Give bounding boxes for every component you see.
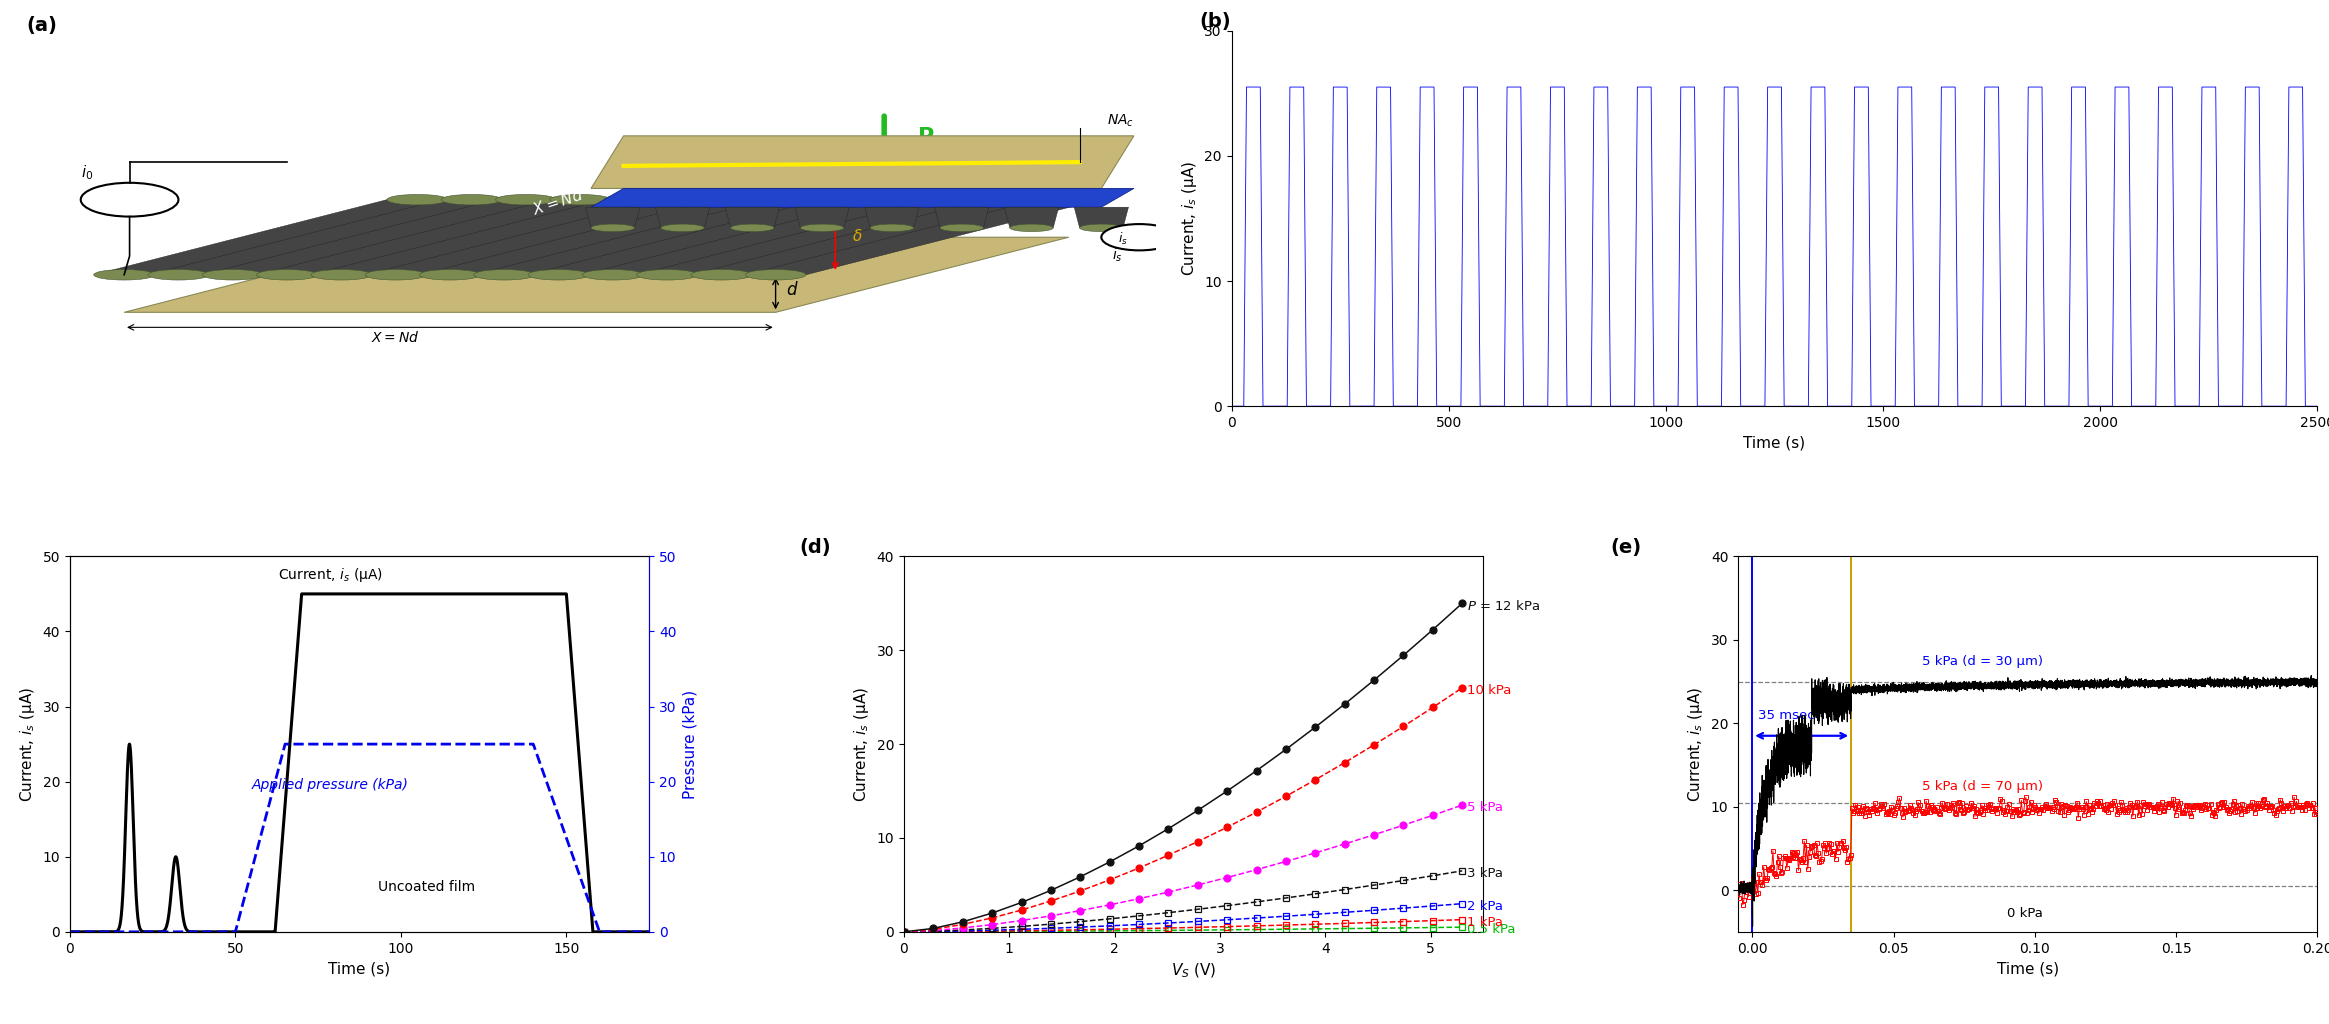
Ellipse shape	[603, 195, 664, 205]
Ellipse shape	[1039, 195, 1099, 205]
Polygon shape	[256, 200, 610, 274]
Y-axis label: Current, $\mathit{i_s}$ (μA): Current, $\mathit{i_s}$ (μA)	[852, 686, 871, 802]
Ellipse shape	[582, 269, 643, 280]
Ellipse shape	[745, 269, 806, 280]
Circle shape	[82, 183, 179, 217]
Text: Applied pressure (kPa): Applied pressure (kPa)	[252, 778, 410, 793]
Text: 10 kPa: 10 kPa	[1467, 684, 1512, 697]
Ellipse shape	[636, 269, 696, 280]
Text: $P$ = 12 kPa: $P$ = 12 kPa	[1467, 599, 1539, 613]
Ellipse shape	[592, 224, 633, 231]
Ellipse shape	[985, 195, 1046, 205]
Polygon shape	[692, 200, 1046, 274]
Text: $i_s$: $i_s$	[1113, 247, 1123, 264]
Polygon shape	[934, 207, 990, 228]
X-axis label: $\mathit{V_S}$ (V): $\mathit{V_S}$ (V)	[1171, 962, 1216, 980]
Text: $X = Nd$: $X = Nd$	[531, 186, 587, 218]
Ellipse shape	[1081, 224, 1123, 231]
Text: (d): (d)	[799, 538, 831, 557]
Polygon shape	[123, 200, 1069, 274]
Y-axis label: Current, $\mathit{i_s}$ (μA): Current, $\mathit{i_s}$ (μA)	[19, 686, 37, 802]
Polygon shape	[1074, 207, 1130, 228]
Ellipse shape	[801, 224, 843, 231]
Polygon shape	[123, 238, 1069, 312]
Ellipse shape	[713, 195, 773, 205]
Polygon shape	[585, 207, 640, 228]
Polygon shape	[745, 200, 1099, 274]
Text: 5 kPa (d = 70 μm): 5 kPa (d = 70 μm)	[1921, 780, 2043, 793]
Ellipse shape	[473, 269, 536, 280]
Text: (e): (e)	[1612, 538, 1642, 557]
Ellipse shape	[822, 195, 883, 205]
Ellipse shape	[387, 195, 447, 205]
Ellipse shape	[93, 269, 154, 280]
Polygon shape	[93, 200, 447, 274]
Polygon shape	[794, 207, 850, 228]
Polygon shape	[149, 200, 503, 274]
X-axis label: Time (s): Time (s)	[328, 962, 391, 976]
Ellipse shape	[1011, 224, 1053, 231]
Ellipse shape	[941, 224, 983, 231]
Y-axis label: Current, $\mathit{i_s}$ (μA): Current, $\mathit{i_s}$ (μA)	[1686, 686, 1705, 802]
Polygon shape	[473, 200, 827, 274]
Text: 0.5 kPa: 0.5 kPa	[1467, 924, 1516, 937]
Polygon shape	[310, 200, 664, 274]
Polygon shape	[636, 200, 990, 274]
Text: 5 kPa: 5 kPa	[1467, 802, 1505, 814]
Text: $i_0$: $i_0$	[82, 163, 93, 182]
Text: (a): (a)	[26, 15, 58, 35]
Text: Uncoated film: Uncoated film	[377, 880, 475, 894]
Polygon shape	[366, 200, 720, 274]
Ellipse shape	[529, 269, 589, 280]
Polygon shape	[1004, 207, 1060, 228]
Ellipse shape	[310, 269, 373, 280]
X-axis label: Time (s): Time (s)	[1996, 962, 2059, 976]
Polygon shape	[529, 200, 883, 274]
Ellipse shape	[203, 269, 263, 280]
Circle shape	[1102, 224, 1178, 251]
Ellipse shape	[256, 269, 317, 280]
Ellipse shape	[419, 269, 480, 280]
Text: $X = Nd$: $X = Nd$	[370, 331, 419, 345]
Text: $NA_c$: $NA_c$	[1106, 113, 1134, 129]
Text: $d$: $d$	[787, 282, 799, 299]
Polygon shape	[724, 207, 780, 228]
Text: 35 msec: 35 msec	[1758, 709, 1814, 722]
Ellipse shape	[496, 195, 557, 205]
Text: Current, $\mathit{i_s}$ (μA): Current, $\mathit{i_s}$ (μA)	[279, 566, 384, 584]
Ellipse shape	[659, 195, 720, 205]
Ellipse shape	[149, 269, 210, 280]
Ellipse shape	[692, 269, 752, 280]
Text: $i_s$: $i_s$	[1118, 230, 1127, 247]
Text: $\mathbf{P}$: $\mathbf{P}$	[918, 127, 934, 147]
Polygon shape	[864, 207, 920, 228]
Ellipse shape	[871, 224, 913, 231]
Ellipse shape	[876, 195, 936, 205]
Ellipse shape	[550, 195, 610, 205]
Polygon shape	[592, 188, 1134, 207]
Polygon shape	[592, 136, 1134, 188]
Ellipse shape	[440, 195, 503, 205]
Text: 3 kPa: 3 kPa	[1467, 867, 1505, 881]
Ellipse shape	[731, 224, 773, 231]
Polygon shape	[419, 200, 773, 274]
Text: 5 kPa (d = 30 μm): 5 kPa (d = 30 μm)	[1921, 654, 2043, 668]
X-axis label: Time (s): Time (s)	[1744, 435, 1805, 451]
Polygon shape	[654, 207, 710, 228]
Text: 2 kPa: 2 kPa	[1467, 900, 1505, 913]
Text: 0 kPa: 0 kPa	[2008, 907, 2043, 920]
Text: 1 kPa: 1 kPa	[1467, 915, 1505, 929]
Ellipse shape	[366, 269, 426, 280]
Text: (b): (b)	[1199, 12, 1230, 31]
Ellipse shape	[661, 224, 703, 231]
Ellipse shape	[929, 195, 990, 205]
Y-axis label: Pressure (kPa): Pressure (kPa)	[682, 689, 696, 799]
Polygon shape	[582, 200, 936, 274]
Text: $\delta$: $\delta$	[852, 228, 862, 244]
Y-axis label: Current, $\mathit{i_s}$ (μA): Current, $\mathit{i_s}$ (μA)	[1181, 161, 1199, 276]
Polygon shape	[203, 200, 557, 274]
Ellipse shape	[766, 195, 827, 205]
